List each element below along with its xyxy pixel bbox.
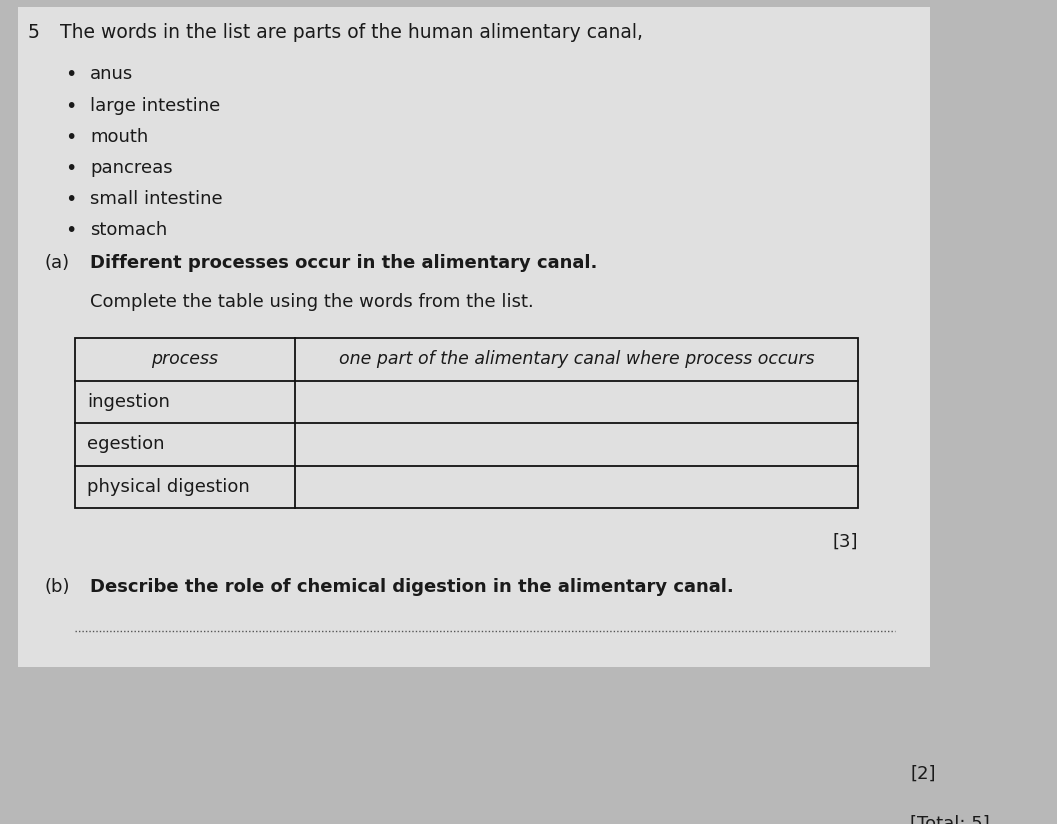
Text: •: • [64, 96, 76, 115]
Bar [18, 7, 930, 667]
Text: (a): (a) [45, 254, 70, 272]
Text: •: • [64, 65, 76, 85]
Text: •: • [64, 221, 76, 240]
Text: (b): (b) [45, 578, 71, 596]
Text: [3]: [3] [833, 533, 858, 550]
Text: Describe the role of chemical digestion in the alimentary canal.: Describe the role of chemical digestion … [90, 578, 734, 596]
Text: •: • [64, 159, 76, 178]
Text: pancreas: pancreas [90, 159, 172, 177]
Bar [75, 338, 858, 508]
Text: [Total: 5]: [Total: 5] [910, 814, 989, 824]
Text: stomach: stomach [90, 221, 167, 239]
Text: 5: 5 [27, 23, 40, 42]
Text: [2]: [2] [910, 765, 935, 782]
Text: Different processes occur in the alimentary canal.: Different processes occur in the aliment… [90, 254, 597, 272]
Text: mouth: mouth [90, 128, 148, 146]
Text: small intestine: small intestine [90, 190, 223, 208]
Text: The words in the list are parts of the human alimentary canal,: The words in the list are parts of the h… [60, 23, 643, 42]
Text: egestion: egestion [87, 435, 165, 453]
Text: one part of the alimentary canal where process occurs: one part of the alimentary canal where p… [338, 350, 814, 368]
Text: large intestine: large intestine [90, 96, 220, 115]
Text: •: • [64, 190, 76, 208]
Text: anus: anus [90, 65, 133, 83]
Text: process: process [151, 350, 219, 368]
Text: ingestion: ingestion [87, 393, 170, 411]
Text: •: • [64, 128, 76, 147]
Text: Complete the table using the words from the list.: Complete the table using the words from … [90, 293, 534, 311]
Text: physical digestion: physical digestion [87, 478, 249, 496]
